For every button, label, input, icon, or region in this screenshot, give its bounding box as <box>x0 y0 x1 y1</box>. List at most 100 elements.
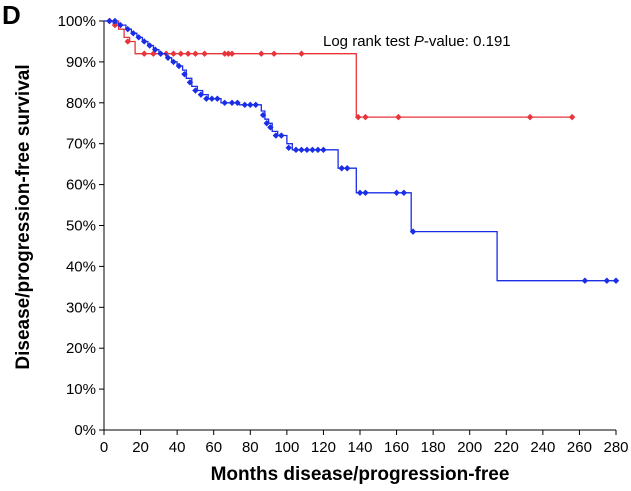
censor-marker-2 <box>259 111 267 119</box>
panel-label: D <box>2 0 21 30</box>
x-tick-label: 100 <box>274 439 299 456</box>
censor-marker-1 <box>270 50 278 57</box>
censor-marker-2 <box>267 124 274 131</box>
censor-marker-2 <box>117 21 124 29</box>
y-axis-title: Disease/progression-free survival <box>13 64 34 369</box>
censor-marker-2 <box>175 62 183 70</box>
censor-marker-2 <box>400 189 408 196</box>
censor-marker-2 <box>157 50 164 57</box>
censor-marker-1 <box>201 50 208 57</box>
y-tick-label: 10% <box>66 381 96 398</box>
censor-marker-2 <box>338 165 345 172</box>
censor-marker-2 <box>362 189 369 196</box>
censor-marker-2 <box>320 146 327 154</box>
annotation-prefix: Log rank test <box>323 33 414 50</box>
censor-marker-1 <box>170 50 177 57</box>
x-tick-label: 180 <box>421 439 446 456</box>
censor-marker-2 <box>164 54 172 62</box>
censor-marker-2 <box>221 99 228 106</box>
censor-marker-2 <box>309 146 316 154</box>
x-tick-label: 20 <box>132 439 149 456</box>
censor-marker-1 <box>526 113 534 121</box>
x-tick-label: 60 <box>205 439 222 456</box>
y-tick-label: 80% <box>66 95 96 112</box>
censor-marker-1 <box>221 50 228 57</box>
censor-marker-2 <box>303 146 311 154</box>
censor-marker-2 <box>247 101 254 109</box>
censor-marker-1 <box>362 113 369 121</box>
censor-marker-1 <box>150 50 157 57</box>
censor-marker-1 <box>258 50 265 57</box>
x-tick-label: 140 <box>347 439 372 456</box>
y-tick-label: 70% <box>66 136 96 153</box>
censor-marker-2 <box>111 17 119 25</box>
censor-marker-2 <box>186 79 194 86</box>
censor-marker-2 <box>603 277 611 284</box>
censor-marker-2 <box>181 70 188 78</box>
censor-marker-1 <box>124 38 131 45</box>
plot-area <box>104 17 620 284</box>
censor-marker-2 <box>208 95 216 102</box>
x-tick-label: 200 <box>457 439 482 456</box>
x-tick-label: 0 <box>100 439 108 456</box>
censor-marker-2 <box>252 101 259 109</box>
censor-marker-1 <box>354 113 362 121</box>
y-tick-label: 60% <box>66 177 96 194</box>
censor-marker-1 <box>395 113 402 121</box>
censor-marker-2 <box>170 58 177 66</box>
censor-marker-2 <box>234 99 241 106</box>
survival-curve-2 <box>104 20 618 282</box>
censor-marker-1 <box>225 50 232 57</box>
censor-marker-2 <box>228 99 236 106</box>
censor-marker-1 <box>141 50 148 57</box>
censor-marker-2 <box>141 38 148 45</box>
censor-marker-2 <box>314 146 322 154</box>
censor-marker-2 <box>130 30 137 37</box>
censor-marker-1 <box>192 50 199 57</box>
y-tick-label: 90% <box>66 54 96 71</box>
censor-marker-1 <box>568 113 576 121</box>
censor-marker-2 <box>298 146 305 154</box>
x-tick-label: 260 <box>567 439 592 456</box>
x-tick-label: 220 <box>494 439 519 456</box>
x-tick-label: 120 <box>311 439 336 456</box>
censor-marker-2 <box>124 25 131 33</box>
censor-marker-1 <box>298 50 305 57</box>
censor-marker-2 <box>581 277 589 284</box>
x-tick-label: 280 <box>603 439 628 456</box>
annotation-p: P <box>414 33 424 50</box>
censor-marker-2 <box>135 34 142 41</box>
censor-marker-2 <box>278 132 285 139</box>
censor-marker-2 <box>356 189 364 196</box>
censor-marker-2 <box>197 91 205 98</box>
x-tick-label: 160 <box>384 439 409 456</box>
censor-marker-2 <box>203 95 210 102</box>
y-tick-label: 30% <box>66 299 96 316</box>
censor-marker-2 <box>612 277 620 284</box>
censor-marker-2 <box>241 101 248 109</box>
survival-curve-1 <box>104 20 574 118</box>
y-tick-label: 20% <box>66 340 96 357</box>
y-tick-label: 100% <box>58 13 96 30</box>
censor-marker-2 <box>272 132 280 139</box>
censor-marker-1 <box>184 50 192 57</box>
censor-marker-2 <box>263 120 270 127</box>
censor-marker-2 <box>292 146 300 154</box>
censor-marker-2 <box>409 228 417 235</box>
censor-marker-2 <box>393 189 400 196</box>
axes: 0% 10% 20% 30% 40% 50% 60% 70% 80% 90% 100% 0 20 40 60… <box>58 13 629 456</box>
censor-marker-2 <box>344 165 351 172</box>
y-tick-label: 50% <box>66 218 96 235</box>
annotation-suffix: -value: 0.191 <box>424 33 511 50</box>
y-tick-label: 40% <box>66 258 96 275</box>
x-tick-label: 80 <box>242 439 259 456</box>
censor-marker-2 <box>146 42 153 49</box>
censor-marker-2 <box>214 95 221 102</box>
x-tick-label: 240 <box>530 439 555 456</box>
censor-marker-2 <box>192 87 199 94</box>
x-tick-label: 40 <box>169 439 186 456</box>
censor-marker-2 <box>106 17 113 25</box>
censor-marker-2 <box>285 144 292 151</box>
log-rank-annotation: Log rank test P-value: 0.191 <box>323 33 511 50</box>
